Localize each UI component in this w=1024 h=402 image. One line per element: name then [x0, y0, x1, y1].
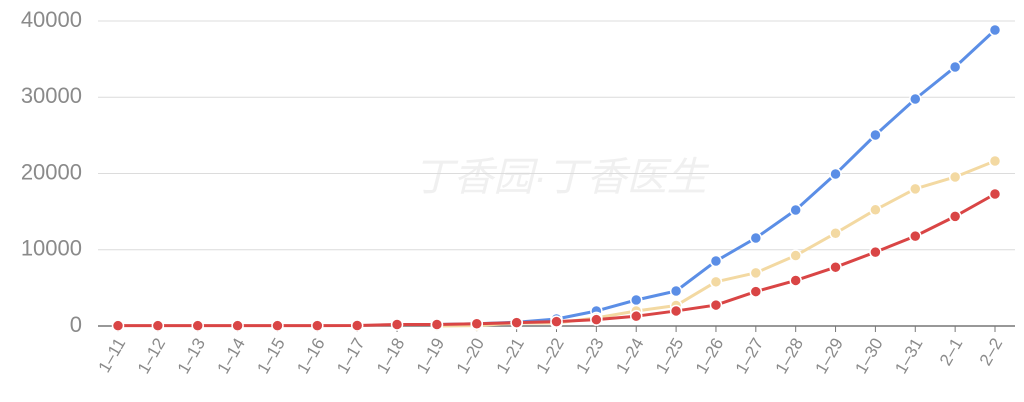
y-tick-label: 10000 — [21, 236, 82, 261]
point — [829, 226, 842, 240]
point — [909, 182, 922, 196]
point — [470, 317, 484, 331]
point — [271, 319, 284, 332]
point — [988, 187, 1002, 201]
point — [948, 170, 962, 184]
x-tick-label: 2–2 — [976, 335, 1007, 369]
point — [988, 23, 1002, 37]
x-tick-label: 1–13 — [174, 335, 209, 377]
x-tick-label: 1–19 — [413, 335, 448, 377]
point — [948, 60, 962, 74]
point — [869, 245, 882, 259]
watermark: 丁香园·丁香医生 — [413, 156, 709, 200]
point — [789, 203, 802, 217]
point — [829, 260, 842, 274]
x-tick-label: 1–25 — [652, 335, 687, 377]
x-tick-label: 1–14 — [214, 335, 249, 377]
x-tick-label: 1–11 — [95, 335, 130, 376]
point — [709, 254, 723, 268]
y-tick-label: 40000 — [21, 7, 82, 32]
point — [191, 319, 204, 332]
x-tick-label: 1–23 — [572, 335, 607, 377]
point — [909, 92, 922, 106]
point — [669, 304, 683, 318]
x-tick-label: 1–16 — [293, 335, 328, 377]
point — [390, 318, 404, 331]
point — [709, 298, 723, 312]
point — [311, 319, 324, 332]
point — [629, 293, 643, 307]
point — [869, 128, 882, 142]
x-tick-label: 1–29 — [812, 335, 847, 377]
x-tick-label: 1–30 — [851, 335, 886, 377]
series-line — [118, 192, 996, 328]
x-tick-label: 1–21 — [493, 335, 528, 377]
x-tick-label: 1–31 — [891, 335, 926, 377]
x-tick-label: 1–15 — [253, 335, 288, 377]
x-tick-label: 1–24 — [612, 335, 647, 377]
x-tick-label: 1–26 — [692, 335, 727, 377]
y-tick-label: 20000 — [21, 159, 82, 184]
x-tick-label: 1–22 — [532, 335, 567, 377]
point — [629, 309, 643, 323]
point — [151, 319, 165, 332]
point — [550, 315, 563, 328]
point — [749, 285, 763, 298]
point — [869, 203, 882, 217]
point — [231, 319, 244, 332]
point — [749, 266, 763, 280]
point — [789, 249, 802, 262]
point — [988, 154, 1002, 168]
point — [709, 275, 723, 289]
x-tick-label: 1–17 — [333, 335, 368, 377]
point — [111, 319, 125, 332]
point — [948, 210, 962, 223]
point — [430, 318, 444, 331]
y-tick-label: 0 — [70, 312, 82, 337]
point — [510, 316, 523, 329]
x-tick-label: 1–28 — [772, 335, 807, 377]
x-tick-label: 1–27 — [732, 335, 767, 377]
point — [829, 167, 842, 181]
point — [350, 319, 364, 332]
point — [749, 231, 763, 245]
point — [669, 284, 683, 298]
point — [789, 274, 802, 287]
y-tick-label: 30000 — [21, 83, 82, 108]
point — [590, 313, 603, 326]
x-tick-label: 1–12 — [134, 335, 169, 377]
x-tick-label: 1–20 — [453, 335, 488, 377]
point — [909, 229, 922, 243]
x-tick-label: 2–1 — [936, 335, 967, 369]
x-tick-label: 1–18 — [373, 335, 408, 377]
